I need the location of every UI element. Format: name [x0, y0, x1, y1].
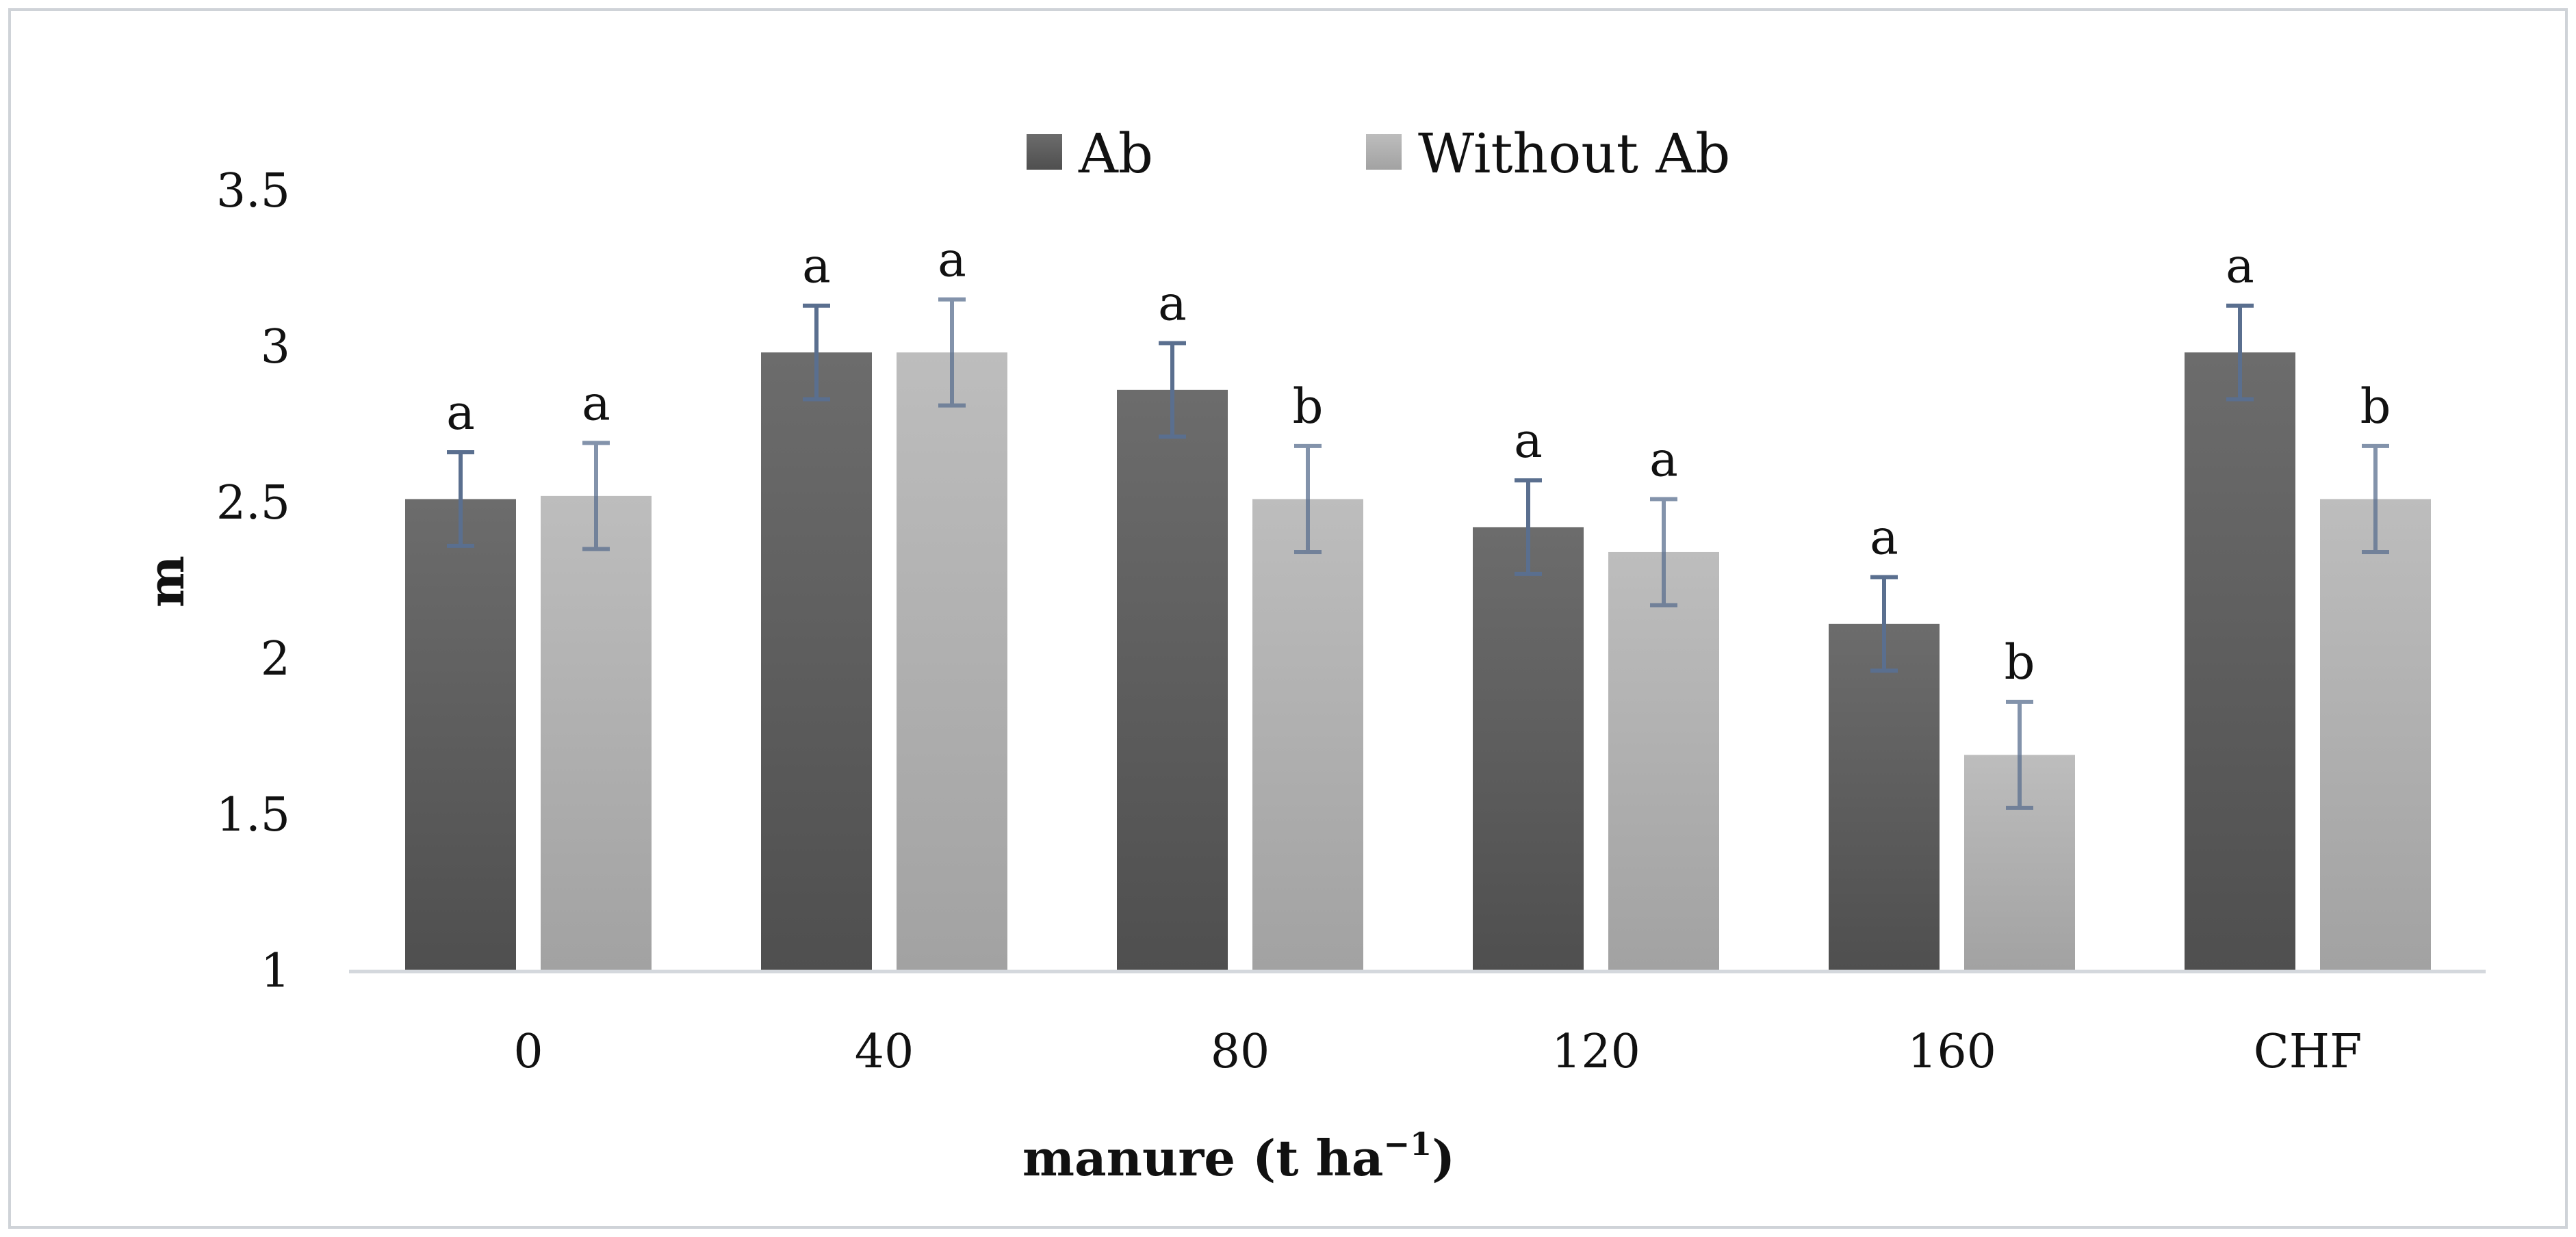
significance-letter: b [2360, 378, 2391, 434]
y-tick-label: 3 [261, 320, 290, 374]
y-axis-title: m [137, 556, 195, 608]
x-tick-label: 80 [1211, 1025, 1270, 1079]
significance-letter: a [802, 238, 831, 294]
legend: Ab Without Ab [1027, 122, 1730, 185]
significance-letter: a [1514, 413, 1543, 469]
bar-without-ab-0 [541, 495, 652, 970]
error-bar [803, 303, 830, 402]
bar-without-ab-80 [1252, 499, 1363, 970]
significance-letter: a [582, 375, 610, 431]
significance-letter: a [1649, 431, 1678, 487]
y-tick-label: 1.5 [216, 788, 290, 842]
error-bar [1515, 478, 1542, 576]
x-axis-title: manure (t ha−1) [1022, 1125, 1455, 1187]
significance-letter: a [938, 232, 966, 288]
y-tick-label: 1 [261, 944, 290, 998]
bar-ab-120 [1473, 527, 1584, 970]
bar-ab-0 [405, 499, 516, 970]
error-bar [2226, 303, 2254, 402]
bar-without-ab-120 [1608, 551, 1719, 970]
x-tick-label: 120 [1551, 1025, 1640, 1079]
x-tick-label: 0 [513, 1025, 543, 1079]
error-bar [1650, 497, 1677, 608]
error-bar [1294, 443, 1322, 554]
x-axis-title-main: manure (t ha [1022, 1129, 1384, 1187]
error-bar [582, 441, 610, 551]
bar-without-ab-40 [897, 352, 1007, 970]
error-bar [447, 450, 474, 548]
x-tick-label: 40 [855, 1025, 914, 1079]
significance-letter: a [1158, 275, 1187, 331]
bar-ab-80 [1117, 389, 1228, 970]
error-bar [2362, 443, 2389, 554]
error-bar [938, 297, 966, 408]
y-tick-label: 2 [261, 632, 290, 686]
error-bar [1870, 575, 1898, 673]
x-axis-title-superscript: −1 [1384, 1125, 1432, 1162]
bar-ab-160 [1829, 623, 1940, 970]
x-tick-label: 160 [1907, 1025, 1996, 1079]
bar-ab-40 [761, 352, 872, 970]
legend-swatch-ab [1027, 134, 1062, 170]
significance-letter: a [1870, 509, 1898, 565]
x-axis-title-close: ) [1432, 1129, 1455, 1187]
x-tick-label: CHF [2254, 1025, 2362, 1079]
bar-ab-chf [2185, 352, 2295, 970]
error-bar [1159, 341, 1186, 439]
y-tick-label: 2.5 [216, 476, 290, 530]
significance-letter: b [2005, 634, 2035, 690]
bar-without-ab-chf [2320, 499, 2431, 970]
significance-letter: a [446, 385, 475, 441]
significance-letter: a [2226, 238, 2254, 294]
legend-swatch-without-ab [1366, 134, 1402, 170]
error-bar [2006, 699, 2033, 810]
significance-letter: b [1293, 378, 1324, 434]
y-tick-label: 3.5 [216, 164, 290, 218]
legend-label-without-ab: Without Ab [1418, 122, 1730, 185]
legend-label-ab: Ab [1078, 122, 1153, 185]
